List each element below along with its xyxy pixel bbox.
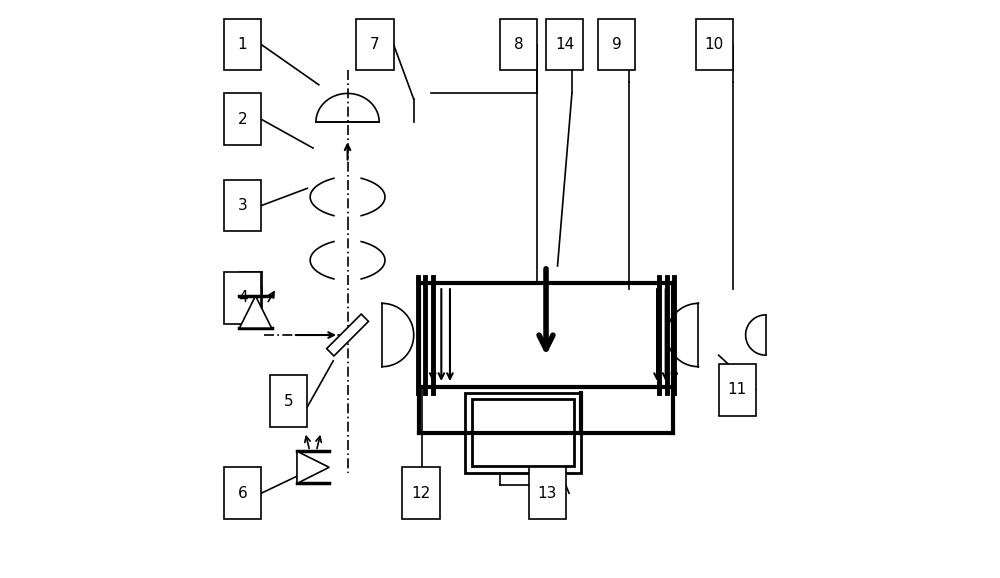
Bar <box>719 364 756 416</box>
Bar <box>472 399 574 466</box>
Text: 13: 13 <box>538 486 557 501</box>
Bar <box>402 468 440 519</box>
Bar <box>546 18 583 71</box>
Polygon shape <box>239 296 272 328</box>
Bar <box>270 375 307 427</box>
Bar <box>529 468 566 519</box>
Text: 1: 1 <box>238 37 247 52</box>
Text: 11: 11 <box>728 382 747 397</box>
Text: 14: 14 <box>555 37 574 52</box>
Bar <box>465 392 581 473</box>
Bar <box>224 468 261 519</box>
Text: 3: 3 <box>238 198 247 213</box>
Bar <box>356 18 394 71</box>
Bar <box>224 94 261 145</box>
Text: 9: 9 <box>612 37 621 52</box>
Bar <box>696 18 733 71</box>
Bar <box>500 18 537 71</box>
Text: 10: 10 <box>705 37 724 52</box>
Bar <box>224 180 261 231</box>
Text: 4: 4 <box>238 290 247 305</box>
Polygon shape <box>297 451 329 483</box>
Text: 7: 7 <box>370 37 380 52</box>
Text: 8: 8 <box>514 37 524 52</box>
Text: 5: 5 <box>284 394 293 409</box>
Text: 2: 2 <box>238 112 247 127</box>
Bar <box>598 18 635 71</box>
Bar <box>224 18 261 71</box>
Text: 6: 6 <box>238 486 247 501</box>
Polygon shape <box>327 314 369 356</box>
Text: 12: 12 <box>411 486 431 501</box>
Bar <box>224 272 261 324</box>
